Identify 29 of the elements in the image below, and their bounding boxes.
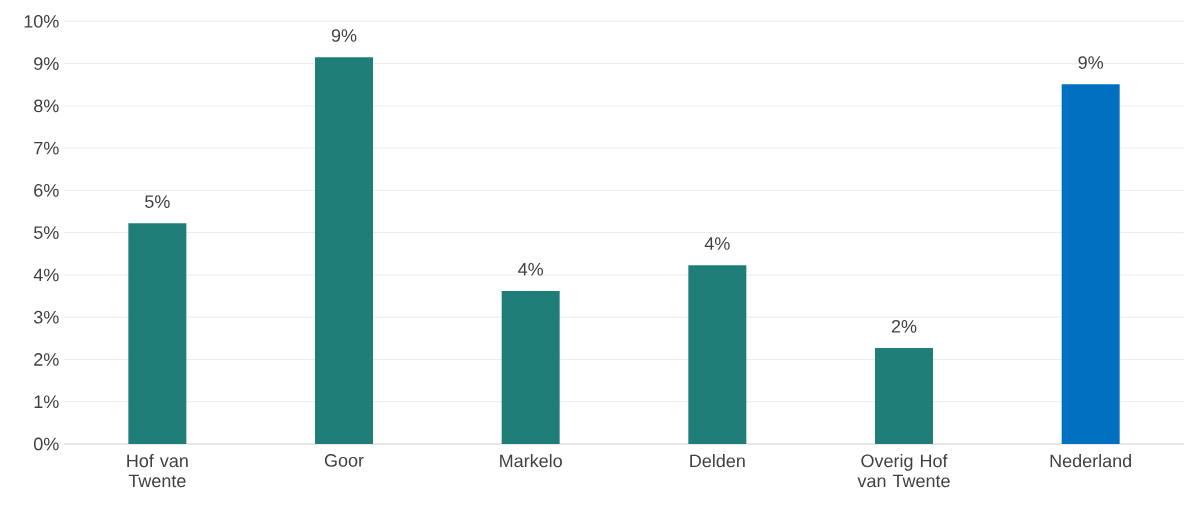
data-label: 4% <box>518 263 544 276</box>
x-tick-label: Markelo <box>500 454 562 468</box>
y-tick-label: 3% <box>33 310 59 324</box>
y-tick-label: 9% <box>34 57 59 70</box>
y-tick-label: 10% <box>24 14 59 28</box>
x-tick-label: Overig Hof van Twente <box>857 454 950 488</box>
y-tick-label: 7% <box>34 141 59 155</box>
bar <box>875 348 933 444</box>
y-tick-label: 2% <box>34 353 59 366</box>
x-tick-label: Delden <box>690 454 745 468</box>
y-tick-label: 4% <box>33 268 59 282</box>
data-label: 4% <box>704 237 730 250</box>
bar <box>1061 84 1120 444</box>
y-tick-label: 6% <box>34 184 59 197</box>
x-tick-label: Nederland <box>1050 454 1131 468</box>
bar <box>688 265 747 444</box>
y-tick-label: 0% <box>34 437 59 451</box>
bar <box>315 57 374 444</box>
data-label: 9% <box>1078 56 1104 69</box>
y-tick-label: 8% <box>34 99 59 113</box>
bar <box>128 223 187 444</box>
data-label: 9% <box>331 29 357 42</box>
x-tick-label: Hof van Twente <box>127 454 188 488</box>
data-label: 5% <box>145 195 170 208</box>
data-label: 2% <box>891 319 917 333</box>
x-tick-label: Goor <box>324 454 364 467</box>
y-tick-label: 5% <box>34 226 59 239</box>
y-tick-label: 1% <box>34 395 59 409</box>
bar <box>501 290 560 444</box>
